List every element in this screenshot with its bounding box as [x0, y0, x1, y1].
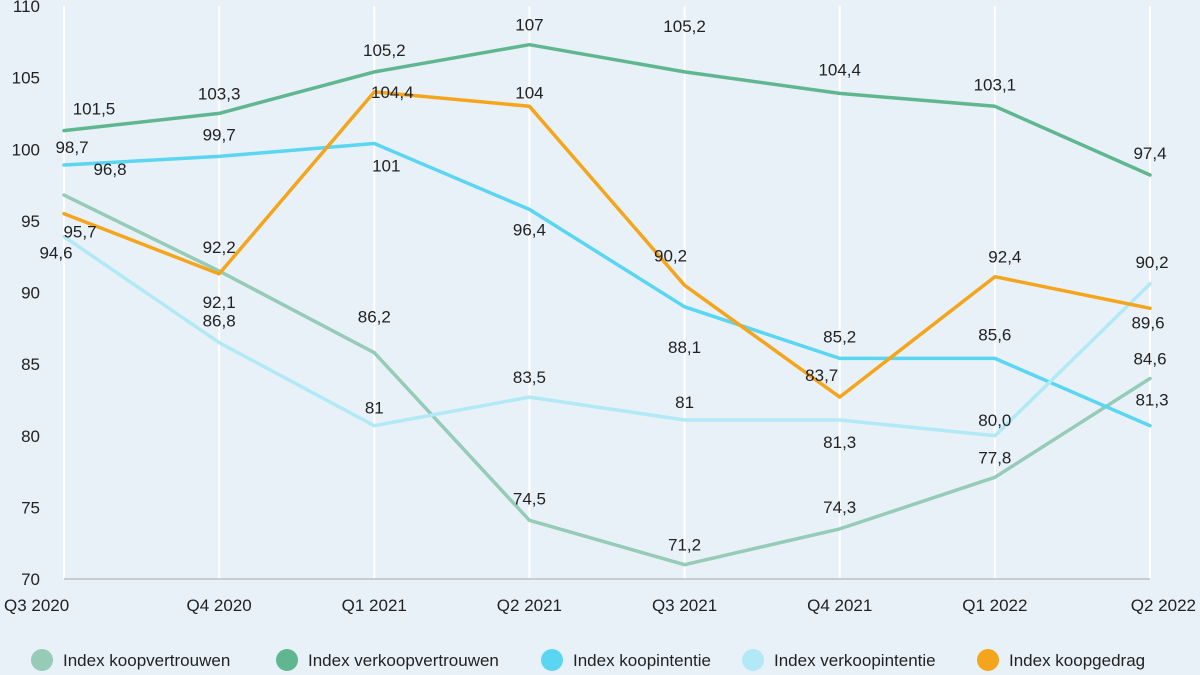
y-tick-label: 95 — [21, 212, 40, 231]
data-label: 104,4 — [818, 60, 861, 79]
data-label: 94,6 — [39, 244, 72, 263]
data-label: 96,4 — [513, 220, 546, 239]
legend: Index koopvertrouwen Index verkoopvertrou… — [31, 649, 1145, 671]
data-label: 98,7 — [55, 138, 88, 157]
data-label: 80,0 — [978, 411, 1011, 430]
data-label: 95,7 — [63, 223, 96, 242]
y-tick-label: 105 — [12, 69, 40, 88]
series — [62, 42, 1152, 567]
x-tick-label: Q3 2021 — [652, 596, 717, 615]
data-label: 92,4 — [988, 248, 1021, 267]
data-label: 104 — [515, 83, 543, 102]
data-label: 86,8 — [203, 312, 236, 331]
y-tick-label: 90 — [21, 284, 40, 303]
series-line-2 — [62, 42, 1152, 177]
legend-marker — [742, 649, 764, 671]
x-tick-label: Q4 2020 — [187, 596, 252, 615]
axes: 70 75 80 85 90 95 100 105 110 Q3 2020 Q4 2020 Q1 20… — [4, 0, 1196, 615]
data-label: 74,5 — [513, 489, 546, 508]
data-label: 84,6 — [1133, 349, 1166, 368]
data-label: 81,3 — [1135, 391, 1168, 410]
data-label: 83,7 — [805, 366, 838, 385]
data-label: 85,6 — [978, 325, 1011, 344]
legend-marker — [541, 649, 563, 671]
data-label: 81 — [365, 399, 384, 418]
data-label: 96,8 — [93, 160, 126, 179]
x-tick-label: Q4 2021 — [807, 596, 872, 615]
data-label: 86,2 — [358, 308, 391, 327]
series-line-1 — [62, 193, 1152, 567]
data-label: 71,2 — [668, 536, 701, 555]
data-label: 85,2 — [823, 327, 856, 346]
data-label: 90,2 — [654, 246, 687, 265]
data-label: 103,1 — [974, 75, 1017, 94]
legend-label: Index verkoopintentie — [774, 651, 936, 670]
series-line-5 — [62, 90, 1152, 399]
data-label: 101,5 — [73, 100, 116, 119]
data-label: 99,7 — [203, 125, 236, 144]
x-tick-label: Q1 2022 — [962, 596, 1027, 615]
data-label: 104,4 — [371, 83, 414, 102]
x-tick-label: Q2 2022 — [1131, 596, 1196, 615]
y-tick-label: 75 — [21, 498, 40, 517]
data-label: 88,1 — [668, 338, 701, 357]
y-tick-label: 80 — [21, 427, 40, 446]
legend-label: Index koopvertrouwen — [63, 651, 230, 670]
legend-label: Index koopgedrag — [1009, 651, 1145, 670]
data-label: 81 — [675, 393, 694, 412]
data-label: 90,2 — [1135, 253, 1168, 272]
x-tick-label: Q2 2021 — [497, 596, 562, 615]
data-label: 92,1 — [203, 293, 236, 312]
data-label: 89,6 — [1131, 313, 1164, 332]
data-label: 105,2 — [663, 17, 706, 36]
y-tick-label: 100 — [12, 140, 40, 159]
data-label: 103,3 — [198, 84, 241, 103]
series-line-4 — [62, 234, 1152, 438]
legend-label: Index verkoopvertrouwen — [308, 651, 499, 670]
y-tick-label: 85 — [21, 355, 40, 374]
legend-label: Index koopintentie — [573, 651, 711, 670]
series-line-3 — [62, 141, 1152, 428]
data-label: 77,8 — [978, 448, 1011, 467]
data-label: 107 — [515, 16, 543, 35]
legend-marker — [31, 649, 53, 671]
y-tick-label: 70 — [21, 570, 40, 589]
data-label: 105,2 — [363, 41, 406, 60]
x-tick-label: Q3 2020 — [4, 596, 69, 615]
data-label: 74,3 — [823, 498, 856, 517]
data-label: 92,2 — [203, 238, 236, 257]
y-tick-label: 110 — [13, 0, 40, 16]
legend-marker — [977, 649, 999, 671]
data-labels: 96,8 92,2 86,2 74,5 71,2 74,3 77,8 84,6 101,5 103… — [39, 16, 1168, 555]
data-label: 101 — [372, 157, 400, 176]
data-label: 81,3 — [823, 433, 856, 452]
data-label: 97,4 — [1133, 144, 1166, 163]
x-tick-label: Q1 2021 — [342, 596, 407, 615]
grid — [63, 6, 1151, 579]
legend-marker — [276, 649, 298, 671]
data-label: 83,5 — [513, 368, 546, 387]
